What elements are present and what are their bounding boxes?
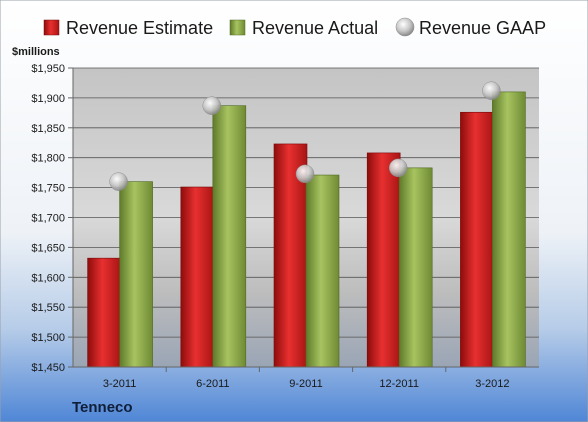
y-tick-label: $1,850 [31, 123, 65, 135]
y-tick-label: $1,750 [31, 183, 65, 195]
bar-revenue-actual [492, 91, 526, 368]
bar-revenue-actual [212, 105, 247, 368]
y-axis-unit-label: $millions [12, 46, 60, 58]
y-tick-label: $1,800 [31, 153, 65, 165]
bar-revenue-estimate [180, 186, 215, 368]
y-axis-ticks: $1,450 $1,500 $1,550 $1,600 $1,650 $1,700 $1,7… [31, 63, 65, 374]
marker-revenue-gaap [295, 164, 315, 184]
legend-marker-revenue-gaap [395, 17, 415, 37]
y-tick-label: $1,600 [31, 272, 65, 284]
y-tick-label: $1,950 [31, 63, 65, 75]
x-tick-label: 3-2012 [475, 378, 509, 390]
x-axis-ticks: 3-2011 6-2011 9-2011 12-2011 3-2012 [103, 367, 510, 390]
bar-revenue-estimate [460, 111, 494, 368]
legend-swatch-revenue-actual [229, 19, 246, 36]
legend-label-revenue-gaap: Revenue GAAP [419, 18, 546, 38]
marker-revenue-gaap [388, 158, 408, 178]
x-tick-label: 9-2011 [289, 378, 322, 390]
y-tick-label: $1,550 [31, 302, 65, 314]
marker-revenue-gaap [202, 96, 222, 115]
x-tick-label: 3-2011 [103, 378, 136, 390]
x-tick-label: 12-2011 [379, 378, 419, 390]
legend-label-revenue-estimate: Revenue Estimate [66, 18, 213, 38]
bar-revenue-actual [305, 174, 340, 368]
bar-revenue-estimate [87, 257, 121, 368]
marker-revenue-gaap [109, 172, 128, 191]
y-tick-label: $1,500 [31, 332, 65, 344]
legend-swatch-revenue-estimate [43, 19, 60, 36]
x-tick-label: 6-2011 [196, 378, 229, 390]
y-tick-label: $1,650 [31, 242, 65, 254]
company-name: Tenneco [72, 399, 133, 416]
bar-revenue-actual [398, 167, 433, 368]
marker-revenue-gaap [482, 81, 501, 100]
gaap-markers [109, 81, 501, 191]
bar-revenue-estimate [366, 152, 401, 368]
bars [87, 91, 526, 368]
y-tick-label: $1,700 [31, 213, 65, 225]
y-tick-label: $1,900 [31, 93, 65, 105]
legend-label-revenue-actual: Revenue Actual [252, 18, 378, 38]
legend: Revenue Estimate Revenue Actual Revenue … [43, 17, 546, 38]
y-tick-label: $1,450 [31, 362, 65, 374]
bar-revenue-actual [119, 181, 153, 368]
